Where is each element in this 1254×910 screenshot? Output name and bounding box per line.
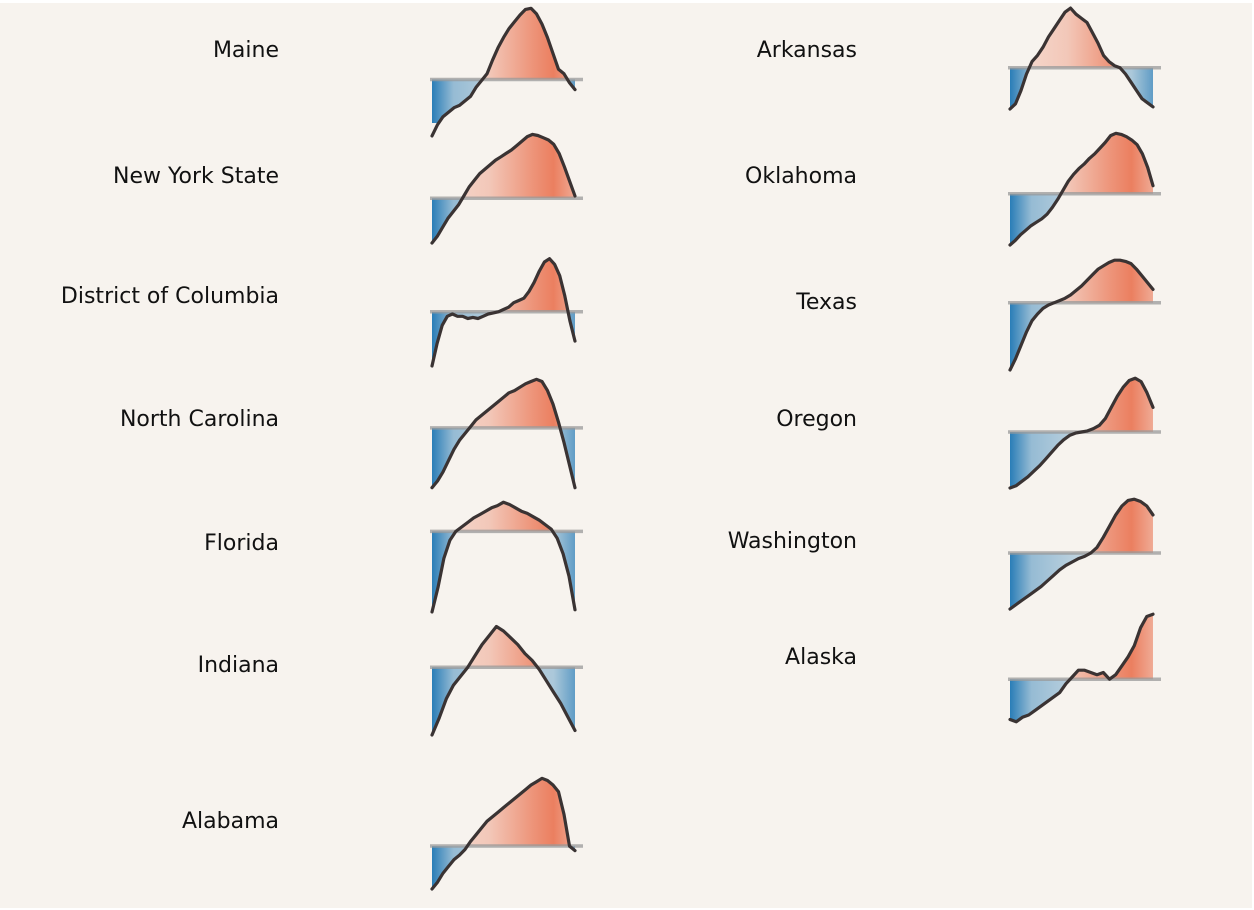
state-label-maine: Maine bbox=[212, 38, 279, 63]
area-below-oklahoma bbox=[1010, 193, 1153, 245]
area-above-texas bbox=[1054, 260, 1153, 303]
state-label-oregon: Oregon bbox=[776, 407, 857, 432]
sparkline-district-of-columbia bbox=[430, 257, 583, 368]
series-line-alabama bbox=[430, 776, 577, 891]
area-below-texas bbox=[1010, 302, 1153, 370]
sparkline-oregon bbox=[1008, 376, 1161, 490]
sparkline-alabama bbox=[430, 776, 583, 891]
series-line-indiana bbox=[430, 624, 577, 737]
area-below-washington bbox=[1010, 553, 1153, 609]
series-line-florida bbox=[430, 500, 577, 614]
area-above-indiana bbox=[432, 626, 575, 668]
area-above-maine bbox=[482, 8, 568, 80]
state-label-oklahoma: Oklahoma bbox=[745, 164, 857, 189]
series-line-texas bbox=[1008, 258, 1155, 372]
series-line-maine bbox=[430, 6, 577, 138]
area-above-florida bbox=[455, 502, 553, 532]
area-below-north-carolina bbox=[432, 427, 575, 488]
area-below-alaska bbox=[1010, 679, 1153, 722]
state-label-alabama: Alabama bbox=[181, 809, 279, 834]
series-line-oregon bbox=[1008, 376, 1155, 490]
state-label-north-carolina: North Carolina bbox=[119, 407, 279, 432]
area-below-maine bbox=[432, 79, 575, 123]
state-label-alaska: Alaska bbox=[785, 645, 857, 670]
series-line-new-york-state bbox=[430, 132, 577, 245]
series-line-district-of-columbia bbox=[430, 257, 577, 368]
area-above-washington bbox=[1010, 499, 1153, 553]
area-above-oregon bbox=[1010, 378, 1153, 432]
state-label-indiana: Indiana bbox=[197, 653, 279, 678]
sparkline-new-york-state bbox=[430, 132, 583, 245]
series-line-oklahoma bbox=[1008, 131, 1155, 247]
area-above-oklahoma bbox=[1061, 133, 1153, 194]
area-above-new-york-state bbox=[462, 134, 575, 199]
series-line-washington bbox=[1008, 497, 1155, 611]
area-above-north-carolina bbox=[432, 379, 575, 428]
chart-canvas: Maine Arkansas New York State Oklahoma Distr… bbox=[0, 3, 1252, 908]
sparkline-north-carolina bbox=[430, 377, 583, 490]
sparkline-washington bbox=[1008, 497, 1161, 611]
area-below-alabama bbox=[432, 846, 575, 889]
sparkline-oklahoma bbox=[1008, 131, 1161, 247]
state-label-new-york-state: New York State bbox=[113, 164, 279, 189]
area-above-alaska bbox=[1070, 614, 1153, 680]
area-below-florida bbox=[432, 531, 575, 612]
series-line-alaska bbox=[1008, 612, 1155, 724]
area-below-arkansas bbox=[1010, 67, 1153, 109]
area-below-indiana bbox=[432, 667, 575, 735]
area-above-alabama bbox=[467, 778, 570, 847]
state-label-washington: Washington bbox=[727, 529, 857, 554]
series-line-arkansas bbox=[1008, 6, 1155, 111]
sparkline-florida bbox=[430, 500, 583, 614]
state-label-district-of-columbia: District of Columbia bbox=[60, 284, 279, 309]
sparkline-indiana bbox=[430, 624, 583, 737]
state-label-florida: Florida bbox=[204, 531, 279, 556]
sparkline-maine bbox=[430, 6, 583, 138]
area-above-arkansas bbox=[1010, 8, 1153, 68]
area-below-new-york-state bbox=[432, 198, 575, 243]
area-below-oregon bbox=[1010, 432, 1153, 488]
sparkline-arkansas bbox=[1008, 6, 1161, 111]
sparkline-alaska bbox=[1008, 612, 1161, 724]
state-label-texas: Texas bbox=[796, 290, 857, 315]
state-label-arkansas: Arkansas bbox=[756, 38, 857, 63]
sparkline-texas bbox=[1008, 258, 1161, 372]
series-line-north-carolina bbox=[430, 377, 577, 490]
